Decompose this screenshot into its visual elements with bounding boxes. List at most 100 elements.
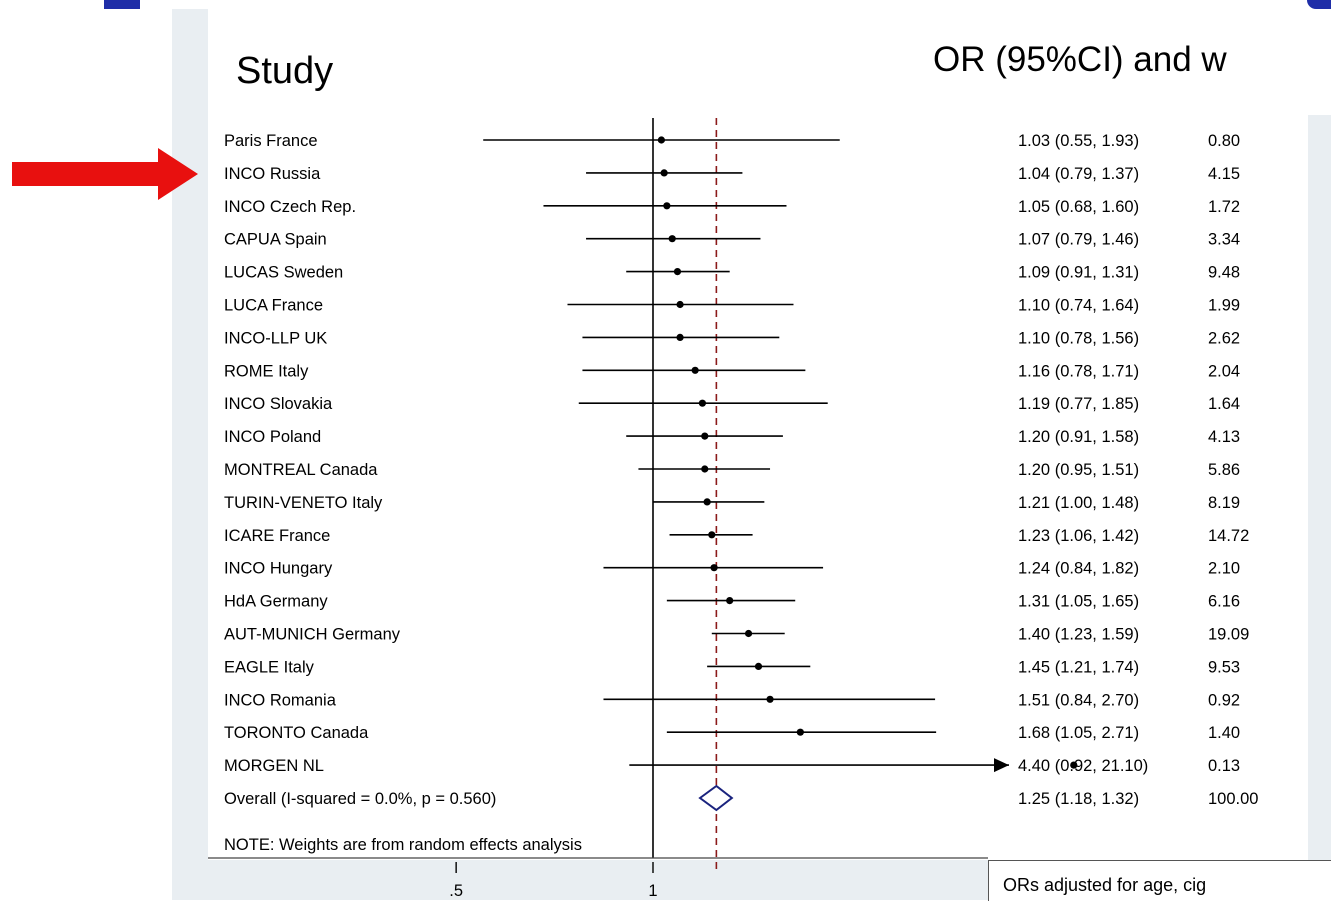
weight-value: 19.09: [1208, 626, 1249, 644]
x-tick-label: .5: [449, 882, 463, 900]
table-row: LUCAS Sweden 1.09 (0.91, 1.31) 9.48: [224, 264, 1240, 282]
or-ci-value: 4.40 (0.92, 21.10): [1018, 757, 1148, 775]
weight-value: 0.92: [1208, 691, 1240, 709]
table-row: MONTREAL Canada 1.20 (0.95, 1.51) 5.86: [224, 461, 1240, 479]
weight-value: 1.40: [1208, 724, 1240, 742]
table-row: Paris France 1.03 (0.55, 1.93) 0.80: [224, 132, 1240, 150]
study-label: INCO Czech Rep.: [224, 198, 356, 216]
study-label: EAGLE Italy: [224, 658, 315, 676]
weight-value: 2.62: [1208, 329, 1240, 347]
weight-value: 4.13: [1208, 428, 1240, 446]
weight-value: 2.10: [1208, 560, 1240, 578]
weight-value: 1.72: [1208, 198, 1240, 216]
study-label: MONTREAL Canada: [224, 461, 378, 479]
point-estimate-marker: [676, 333, 684, 341]
or-ci-value: 1.16 (0.78, 1.71): [1018, 362, 1139, 380]
or-ci-value: 1.10 (0.78, 1.56): [1018, 329, 1139, 347]
study-label: INCO Romania: [224, 691, 337, 709]
or-ci-value: 1.20 (0.95, 1.51): [1018, 461, 1139, 479]
x-tick-label: 1: [648, 882, 657, 900]
table-row: HdA Germany 1.31 (1.05, 1.65) 6.16: [224, 593, 1240, 611]
slide-title-fragment-right: [1307, 0, 1331, 9]
weight-value: 8.19: [1208, 494, 1240, 512]
table-row: INCO Slovakia 1.19 (0.77, 1.85) 1.64: [224, 395, 1240, 413]
point-estimate-marker: [673, 268, 682, 276]
ci-arrow-icon: [994, 758, 1009, 773]
or-ci-value: 1.40 (1.23, 1.59): [1018, 626, 1139, 644]
weight-value: 5.86: [1208, 461, 1240, 479]
study-label: HdA Germany: [224, 593, 328, 611]
overall-diamond: [698, 784, 734, 812]
point-estimate-marker: [744, 629, 753, 638]
x-axis: .5 1: [449, 862, 658, 900]
study-column-heading: Study: [236, 50, 334, 92]
study-label: CAPUA Spain: [224, 231, 327, 249]
or-ci-value: 1.68 (1.05, 2.71): [1018, 724, 1139, 742]
overall-or-ci-value: 1.25 (1.18, 1.32): [1018, 790, 1139, 808]
or-ci-value: 1.05 (0.68, 1.60): [1018, 198, 1139, 216]
point-estimate-marker: [676, 300, 684, 309]
weight-value: 14.72: [1208, 527, 1249, 545]
study-label: Paris France: [224, 132, 318, 150]
table-row: LUCA France 1.10 (0.74, 1.64) 1.99: [224, 297, 1240, 315]
table-row: INCO Hungary 1.24 (0.84, 1.82) 2.10: [224, 560, 1240, 578]
weight-value: 9.53: [1208, 658, 1240, 676]
table-row: ICARE France 1.23 (1.06, 1.42) 14.72: [224, 527, 1249, 545]
weights-note: NOTE: Weights are from random effects an…: [224, 836, 582, 854]
table-row: INCO Russia 1.04 (0.79, 1.37) 4.15: [224, 165, 1240, 183]
weight-value: 0.13: [1208, 757, 1240, 775]
note-area: NOTE: Weights are from random effects an…: [208, 836, 988, 859]
weight-value: 4.15: [1208, 165, 1240, 183]
table-row: INCO-LLP UK 1.10 (0.78, 1.56) 2.62: [224, 329, 1240, 347]
table-row: AUT-MUNICH Germany 1.40 (1.23, 1.59) 19.09: [224, 626, 1249, 644]
study-label: MORGEN NL: [224, 757, 324, 775]
study-label: INCO Hungary: [224, 560, 333, 578]
table-row: INCO Romania 1.51 (0.84, 2.70) 0.92: [224, 691, 1240, 709]
table-row: TORONTO Canada 1.68 (1.05, 2.71) 1.40: [224, 724, 1240, 742]
overall-row: Overall (I-squared = 0.0%, p = 0.560) 1.2…: [224, 784, 1258, 812]
study-label: INCO Russia: [224, 165, 321, 183]
point-estimate-marker: [726, 597, 734, 605]
point-estimate-marker: [660, 169, 668, 177]
or-ci-value: 1.45 (1.21, 1.74): [1018, 658, 1139, 676]
study-label: AUT-MUNICH Germany: [224, 626, 401, 644]
weight-value: 1.64: [1208, 395, 1240, 413]
or-ci-value: 1.10 (0.74, 1.64): [1018, 297, 1139, 315]
table-row: EAGLE Italy 1.45 (1.21, 1.74) 9.53: [224, 658, 1240, 676]
weight-value: 0.80: [1208, 132, 1240, 150]
point-estimate-marker: [754, 662, 763, 671]
table-row: CAPUA Spain 1.07 (0.79, 1.46) 3.34: [224, 231, 1240, 249]
point-estimate-marker: [703, 498, 711, 506]
overall-weight-value: 100.00: [1208, 790, 1258, 808]
point-estimate-marker: [766, 695, 774, 703]
footnote-text: ORs adjusted for age, cig: [1003, 875, 1207, 895]
or-ci-value: 1.23 (1.06, 1.42): [1018, 527, 1139, 545]
study-label: LUCAS Sweden: [224, 264, 343, 282]
table-row: INCO Czech Rep. 1.05 (0.68, 1.60) 1.72: [224, 198, 1240, 216]
weight-value: 9.48: [1208, 264, 1240, 282]
or-ci-value: 1.04 (0.79, 1.37): [1018, 165, 1139, 183]
highlight-arrow-icon: [12, 148, 198, 200]
weight-value: 2.04: [1208, 362, 1240, 380]
or-ci-value: 1.21 (1.00, 1.48): [1018, 494, 1139, 512]
figure-header-band: [208, 9, 1331, 115]
study-label: ICARE France: [224, 527, 330, 545]
or-ci-value: 1.07 (0.79, 1.46): [1018, 231, 1139, 249]
or-ci-value: 1.20 (0.91, 1.58): [1018, 428, 1139, 446]
table-row: TURIN-VENETO Italy 1.21 (1.00, 1.48) 8.19: [224, 494, 1240, 512]
slide-title-fragment-left: [104, 0, 140, 9]
point-estimate-marker: [663, 202, 671, 210]
study-label: TURIN-VENETO Italy: [224, 494, 383, 512]
table-row: MORGEN NL 4.40 (0.92, 21.10) 0.13: [224, 757, 1240, 775]
highlight-arrow-shape: [12, 148, 198, 200]
study-label: INCO Poland: [224, 428, 321, 446]
study-label: INCO-LLP UK: [224, 329, 327, 347]
table-row: ROME Italy 1.16 (0.78, 1.71) 2.04: [224, 362, 1240, 380]
point-estimate-marker: [691, 366, 699, 374]
point-estimate-marker: [701, 465, 709, 473]
point-estimate-marker: [701, 432, 709, 440]
point-estimate-marker: [710, 564, 718, 572]
weight-value: 3.34: [1208, 231, 1240, 249]
or-ci-value: 1.24 (0.84, 1.82): [1018, 560, 1139, 578]
